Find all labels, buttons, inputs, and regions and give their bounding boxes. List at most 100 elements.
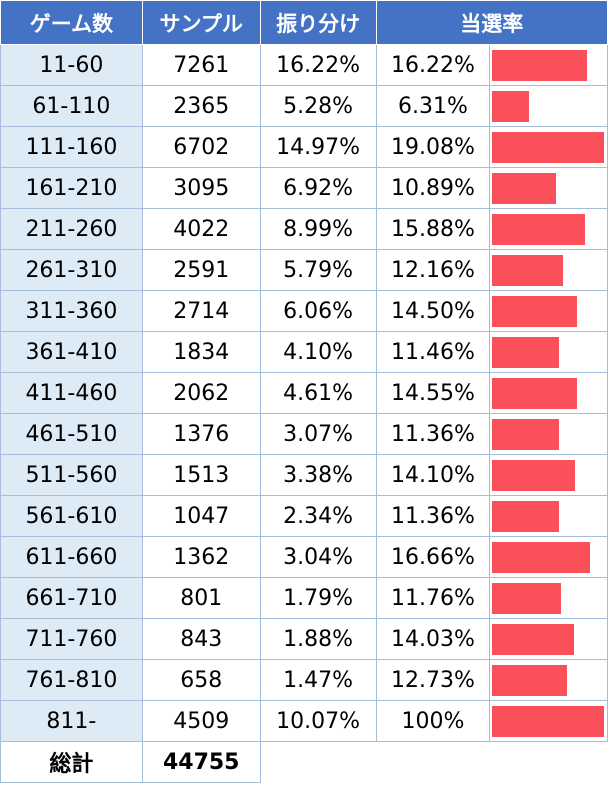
table-row: 311-360 2714 6.06% 14.50% [0, 290, 608, 332]
rate-bar [492, 296, 578, 327]
range-cell: 511-560 [0, 454, 143, 496]
rate-bar-cell [489, 126, 608, 168]
share-cell: 6.06% [259, 290, 377, 332]
samples-cell: 801 [141, 577, 261, 619]
share-cell: 1.47% [259, 659, 377, 701]
rate-bar [492, 624, 575, 655]
samples-cell: 2062 [141, 372, 261, 414]
rate-bar-cell [489, 167, 608, 209]
table-row: 811- 4509 10.07% 100% [0, 700, 608, 742]
samples-cell: 843 [141, 618, 261, 660]
rate-bar [492, 255, 564, 286]
samples-cell: 2591 [141, 249, 261, 291]
samples-cell: 1362 [141, 536, 261, 578]
share-cell: 2.34% [259, 495, 377, 537]
rate-bar-cell [489, 208, 608, 250]
table-row: 261-310 2591 5.79% 12.16% [0, 249, 608, 291]
range-cell: 411-460 [0, 372, 143, 414]
rate-cell: 11.76% [375, 577, 491, 619]
rate-bar [492, 419, 560, 450]
rate-bar [492, 665, 568, 696]
samples-cell: 4509 [141, 700, 261, 742]
rate-cell: 14.03% [375, 618, 491, 660]
rate-bar-cell [489, 700, 608, 742]
rate-bar [492, 173, 557, 204]
table-row: 461-510 1376 3.07% 11.36% [0, 413, 608, 455]
rate-cell: 14.50% [375, 290, 491, 332]
samples-cell: 4022 [141, 208, 261, 250]
share-cell: 4.61% [259, 372, 377, 414]
rate-bar-cell [489, 413, 608, 455]
rate-cell: 14.55% [375, 372, 491, 414]
samples-cell: 2365 [141, 85, 261, 127]
rate-cell: 10.89% [375, 167, 491, 209]
range-cell: 161-210 [0, 167, 143, 209]
samples-cell: 3095 [141, 167, 261, 209]
rate-bar-cell [489, 659, 608, 701]
range-cell: 661-710 [0, 577, 143, 619]
share-cell: 3.38% [259, 454, 377, 496]
header-win-rate: 当選率 [375, 0, 608, 45]
samples-cell: 2714 [141, 290, 261, 332]
rate-bar [492, 337, 560, 368]
share-cell: 6.92% [259, 167, 377, 209]
table-row: 361-410 1834 4.10% 11.46% [0, 331, 608, 373]
range-cell: 211-260 [0, 208, 143, 250]
blank-cell [376, 742, 490, 783]
rate-cell: 12.73% [375, 659, 491, 701]
table-row: 561-610 1047 2.34% 11.36% [0, 495, 608, 537]
table-row: 11-60 7261 16.22% 16.22% [0, 44, 608, 86]
range-cell: 61-110 [0, 85, 143, 127]
rate-bar-cell [489, 495, 608, 537]
rate-bar [492, 460, 576, 491]
rate-cell: 16.22% [375, 44, 491, 86]
share-cell: 5.28% [259, 85, 377, 127]
total-value: 44755 [141, 741, 261, 783]
blank-cell [490, 742, 608, 783]
table-row: 211-260 4022 8.99% 15.88% [0, 208, 608, 250]
table-row: 661-710 801 1.79% 11.76% [0, 577, 608, 619]
samples-cell: 7261 [141, 44, 261, 86]
table-body: 11-60 7261 16.22% 16.22% 61-110 2365 5.28% 6.31… [0, 44, 608, 742]
rate-cell: 6.31% [375, 85, 491, 127]
table-row: 511-560 1513 3.38% 14.10% [0, 454, 608, 496]
samples-cell: 6702 [141, 126, 261, 168]
rate-cell: 100% [375, 700, 491, 742]
share-cell: 14.97% [259, 126, 377, 168]
range-cell: 261-310 [0, 249, 143, 291]
rate-bar [492, 214, 586, 245]
samples-cell: 1376 [141, 413, 261, 455]
rate-bar [492, 132, 605, 163]
table-row: 761-810 658 1.47% 12.73% [0, 659, 608, 701]
share-cell: 1.88% [259, 618, 377, 660]
rate-bar [492, 583, 562, 614]
rate-bar-cell [489, 249, 608, 291]
rate-bar [492, 501, 560, 532]
rate-bar-cell [489, 331, 608, 373]
share-cell: 16.22% [259, 44, 377, 86]
range-cell: 611-660 [0, 536, 143, 578]
rate-cell: 11.46% [375, 331, 491, 373]
range-cell: 11-60 [0, 44, 143, 86]
header-distribution: 振り分け [259, 0, 377, 45]
share-cell: 5.79% [259, 249, 377, 291]
header-games: ゲーム数 [0, 0, 143, 45]
range-cell: 461-510 [0, 413, 143, 455]
samples-cell: 1513 [141, 454, 261, 496]
samples-cell: 1047 [141, 495, 261, 537]
total-row: 総計 44755 [0, 741, 608, 783]
table-row: 111-160 6702 14.97% 19.08% [0, 126, 608, 168]
rate-cell: 16.66% [375, 536, 491, 578]
rate-cell: 14.10% [375, 454, 491, 496]
share-cell: 1.79% [259, 577, 377, 619]
range-cell: 311-360 [0, 290, 143, 332]
share-cell: 4.10% [259, 331, 377, 373]
table-row: 611-660 1362 3.04% 16.66% [0, 536, 608, 578]
rate-bar-cell [489, 44, 608, 86]
share-cell: 10.07% [259, 700, 377, 742]
table-row: 411-460 2062 4.61% 14.55% [0, 372, 608, 414]
header-samples: サンプル [141, 0, 261, 45]
samples-cell: 1834 [141, 331, 261, 373]
rate-bar-cell [489, 577, 608, 619]
range-cell: 711-760 [0, 618, 143, 660]
